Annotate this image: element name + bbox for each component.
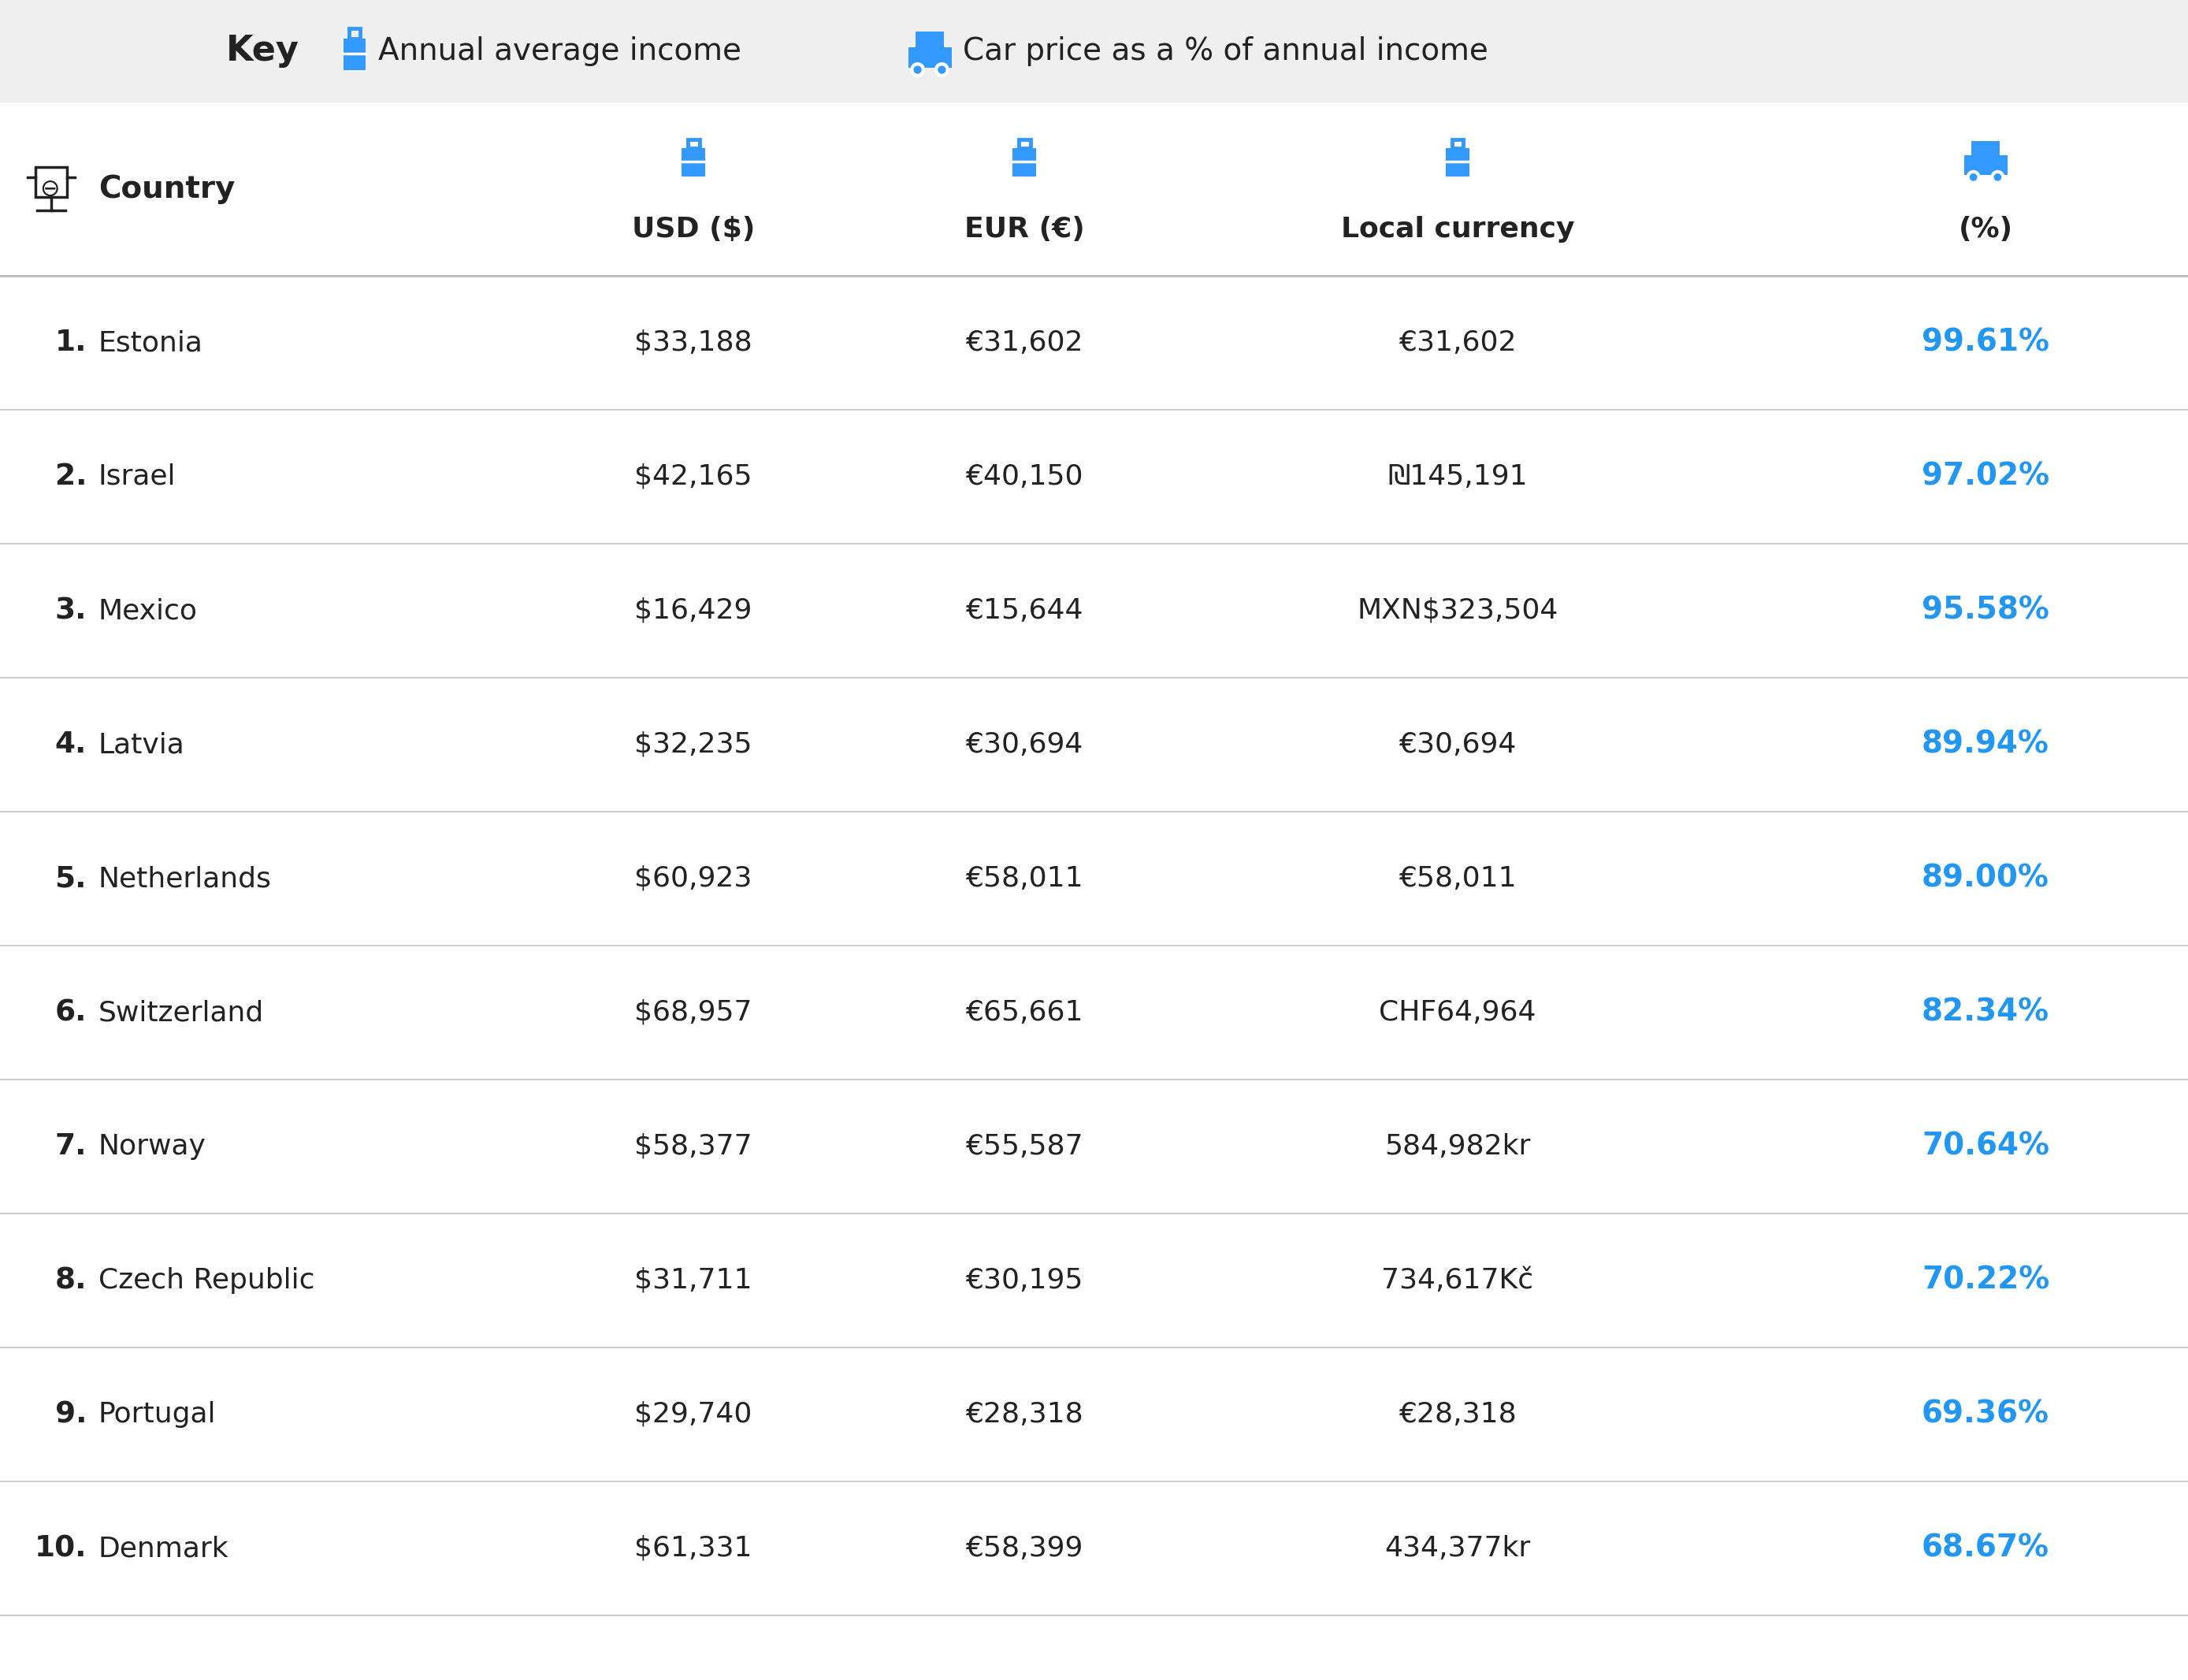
Text: ₪145,191: ₪145,191 — [1387, 464, 1527, 491]
Text: CHF64,964: CHF64,964 — [1378, 1000, 1536, 1026]
Text: €15,644: €15,644 — [965, 598, 1083, 623]
Bar — [1017, 139, 1031, 148]
Bar — [1971, 141, 2000, 158]
Text: €58,011: €58,011 — [1398, 865, 1516, 892]
Text: 2.: 2. — [55, 462, 88, 491]
Text: $33,188: $33,188 — [635, 329, 753, 356]
Text: €30,195: €30,195 — [965, 1267, 1083, 1294]
Text: USD ($): USD ($) — [632, 215, 755, 242]
Text: $29,740: $29,740 — [635, 1401, 753, 1428]
Text: €31,602: €31,602 — [965, 329, 1083, 356]
Text: 95.58%: 95.58% — [1921, 596, 2050, 625]
Text: €65,661: €65,661 — [965, 1000, 1083, 1026]
Text: 70.64%: 70.64% — [1921, 1132, 2050, 1161]
Bar — [687, 139, 700, 148]
Text: 99.61%: 99.61% — [1921, 328, 2050, 358]
Text: Annual average income: Annual average income — [379, 37, 742, 66]
Text: Country: Country — [98, 175, 234, 203]
Text: MXN$323,504: MXN$323,504 — [1357, 598, 1558, 623]
Circle shape — [1991, 171, 2004, 183]
Text: $58,377: $58,377 — [635, 1132, 753, 1159]
Text: 9.: 9. — [55, 1399, 88, 1428]
Text: 434,377kr: 434,377kr — [1385, 1536, 1532, 1562]
Bar — [0, 0, 2188, 102]
Text: 584,982kr: 584,982kr — [1385, 1132, 1532, 1159]
Text: €28,318: €28,318 — [1398, 1401, 1516, 1428]
Text: 5.: 5. — [55, 865, 88, 892]
Circle shape — [1995, 175, 2000, 180]
Text: Portugal: Portugal — [98, 1401, 217, 1428]
Text: 82.34%: 82.34% — [1921, 998, 2050, 1028]
Bar — [680, 148, 705, 176]
Text: Latvia: Latvia — [98, 731, 186, 758]
Text: Netherlands: Netherlands — [98, 865, 271, 892]
Text: Israel: Israel — [98, 464, 175, 491]
Bar — [350, 29, 361, 39]
Text: €40,150: €40,150 — [965, 464, 1083, 491]
Circle shape — [915, 66, 921, 74]
Text: 68.67%: 68.67% — [1921, 1534, 2050, 1564]
Text: 4.: 4. — [55, 731, 88, 759]
Text: 10.: 10. — [35, 1534, 88, 1562]
Text: Switzerland: Switzerland — [98, 1000, 265, 1026]
Bar — [1013, 148, 1037, 176]
Text: €58,399: €58,399 — [965, 1536, 1083, 1562]
Text: $68,957: $68,957 — [635, 1000, 753, 1026]
Text: €58,011: €58,011 — [965, 865, 1083, 892]
Text: Estonia: Estonia — [98, 329, 203, 356]
Text: 89.94%: 89.94% — [1921, 729, 2050, 759]
Text: Czech Republic: Czech Republic — [98, 1267, 315, 1294]
Text: €28,318: €28,318 — [965, 1401, 1083, 1428]
Text: $16,429: $16,429 — [635, 598, 753, 623]
Text: €55,587: €55,587 — [965, 1132, 1083, 1159]
Text: $60,923: $60,923 — [635, 865, 753, 892]
Text: $32,235: $32,235 — [635, 731, 753, 758]
Text: 3.: 3. — [55, 596, 88, 625]
Text: EUR (€): EUR (€) — [965, 215, 1085, 242]
Text: €30,694: €30,694 — [965, 731, 1083, 758]
Text: 6.: 6. — [55, 998, 88, 1026]
Text: Key: Key — [225, 34, 300, 69]
Text: 7.: 7. — [55, 1132, 88, 1161]
Text: 1.: 1. — [55, 329, 88, 356]
Text: Mexico: Mexico — [98, 598, 197, 623]
Text: Denmark: Denmark — [98, 1536, 230, 1562]
Text: Norway: Norway — [98, 1132, 206, 1159]
Circle shape — [910, 62, 926, 77]
Bar — [1965, 156, 2006, 175]
Bar — [915, 32, 943, 49]
Bar — [344, 39, 365, 71]
Text: 69.36%: 69.36% — [1921, 1399, 2050, 1430]
Text: (%): (%) — [1958, 215, 2013, 242]
Text: $31,711: $31,711 — [635, 1267, 753, 1294]
Text: 8.: 8. — [55, 1267, 88, 1295]
Text: 70.22%: 70.22% — [1921, 1265, 2050, 1295]
Circle shape — [1967, 171, 1980, 183]
Circle shape — [939, 66, 945, 74]
Text: Local currency: Local currency — [1341, 215, 1575, 242]
Text: €31,602: €31,602 — [1398, 329, 1516, 356]
Text: $61,331: $61,331 — [635, 1536, 753, 1562]
Text: €30,694: €30,694 — [1398, 731, 1516, 758]
Text: $42,165: $42,165 — [635, 464, 753, 491]
Circle shape — [934, 62, 950, 77]
Bar — [35, 166, 68, 197]
Text: ⊖: ⊖ — [39, 178, 59, 200]
Text: 734,617Kč: 734,617Kč — [1381, 1267, 1534, 1294]
Bar — [1451, 139, 1464, 148]
Text: Car price as a % of annual income: Car price as a % of annual income — [963, 37, 1488, 66]
Text: 89.00%: 89.00% — [1921, 864, 2050, 894]
Bar — [908, 47, 952, 67]
Circle shape — [1969, 175, 1976, 180]
Text: 97.02%: 97.02% — [1921, 462, 2050, 492]
Bar — [1446, 148, 1470, 176]
